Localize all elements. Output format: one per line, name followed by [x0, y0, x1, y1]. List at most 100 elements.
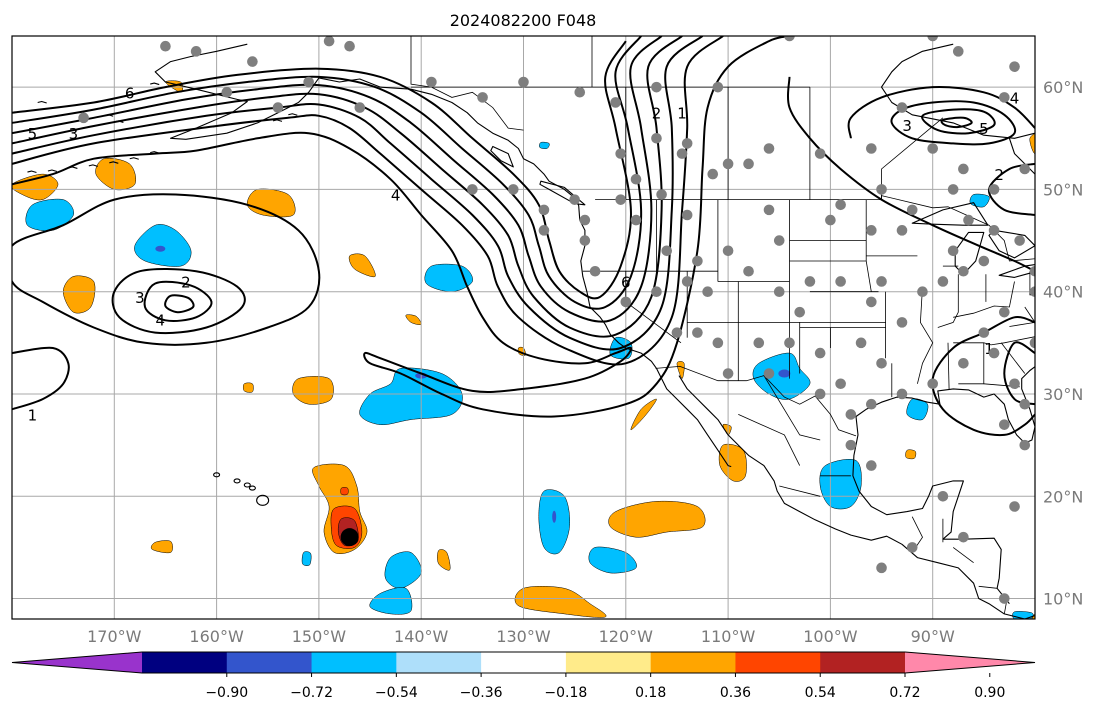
height-contour [12, 36, 663, 323]
contour-label-text: 3 [135, 289, 145, 307]
station-dot [1029, 337, 1035, 349]
station-dot [814, 347, 826, 359]
border-line [410, 36, 524, 131]
coastline-segment [678, 375, 1035, 619]
station-dot [814, 148, 826, 159]
border-line [655, 365, 857, 437]
height-contour [787, 76, 1035, 273]
station-dot [763, 368, 775, 379]
map-title: 2024082200 F048 [450, 11, 597, 30]
island [37, 100, 47, 104]
station-dot [773, 235, 785, 246]
contour-label-text: 2 [652, 105, 662, 123]
station-dot [958, 357, 969, 369]
contour-label-text: 6 [621, 273, 631, 291]
station-dot [722, 245, 734, 257]
island [47, 169, 58, 173]
station-dot [866, 460, 877, 471]
station-dot [999, 92, 1010, 103]
longitude-label: 170°W [87, 627, 142, 646]
colorbar-tick-label: 0.90 [974, 685, 1005, 701]
station-dot [927, 378, 938, 390]
latitude-label: 50°N [1043, 180, 1083, 199]
latitude-label: 30°N [1043, 385, 1083, 404]
height-contour [12, 36, 790, 418]
station-dot [743, 265, 754, 277]
coastline-segment [852, 416, 1010, 605]
station-dot [763, 143, 775, 154]
station-dot [651, 81, 662, 93]
border-line [937, 274, 959, 328]
station-dot [681, 138, 693, 149]
contour-label: 4 [156, 311, 166, 329]
longitude-label: 140°W [394, 627, 449, 646]
neg-anomaly-area [539, 141, 550, 150]
longitude-label: 160°W [189, 627, 244, 646]
coastline-segment [880, 43, 1035, 139]
station-markers [78, 36, 1035, 604]
station-dot [896, 317, 908, 328]
colorbar-tick-label: 0.72 [889, 685, 920, 701]
pos-anomaly-area [514, 586, 607, 618]
colorbar-segment [735, 652, 821, 673]
longitude-label: 120°W [599, 627, 654, 646]
contour-label-text: 3 [69, 125, 79, 143]
station-dot [906, 542, 918, 553]
neg-anomaly-area [424, 263, 473, 292]
station-dot [247, 56, 258, 67]
height-contour [921, 108, 996, 135]
station-dot [538, 225, 550, 236]
height-contour [940, 116, 973, 129]
longitude-label: 110°W [701, 627, 756, 646]
pos-anomaly-area [62, 275, 96, 314]
station-dot [866, 296, 877, 308]
hawaii-island [213, 472, 221, 478]
station-dot [988, 347, 1000, 359]
pos-anomaly-area [608, 500, 706, 538]
station-dot [876, 562, 887, 574]
contour-label-text: 1 [677, 105, 687, 123]
border-line [1003, 602, 1007, 614]
station-dot [272, 102, 284, 113]
colorbar-tick-label: −0.90 [205, 685, 248, 701]
station-dot [743, 158, 754, 170]
longitude-label: 90°W [911, 627, 955, 646]
station-dot [1029, 286, 1035, 298]
station-dot [937, 490, 949, 502]
colorbar-extend-min [12, 652, 142, 673]
longitude-label: 150°W [292, 627, 347, 646]
contour-label-text: 2 [181, 273, 191, 291]
contour-label-text: 3 [902, 117, 912, 135]
contour-label-text: 6 [125, 84, 135, 102]
border-line [953, 281, 1015, 318]
neg-anomaly-area [588, 546, 637, 574]
station-dot [620, 296, 632, 308]
pos-anomaly-area [242, 382, 254, 393]
border-line [1009, 306, 1035, 327]
station-dot [896, 102, 908, 113]
neg-anomaly-area [819, 459, 862, 510]
station-dot [784, 36, 795, 42]
latitude-label: 10°N [1043, 590, 1083, 609]
station-dot [722, 368, 734, 379]
station-dot [866, 225, 877, 236]
station-dot [917, 286, 928, 298]
station-dot [574, 86, 586, 98]
height-contour [12, 36, 643, 310]
station-dot [999, 306, 1010, 318]
contour-label: 5 [979, 120, 989, 138]
neg-anomaly-area [359, 367, 463, 426]
pos-anomaly-area [12, 173, 59, 201]
neg-anomaly-core [155, 245, 166, 252]
station-dot [963, 214, 974, 226]
station-dot [661, 245, 673, 257]
station-dot [999, 419, 1010, 430]
contour-label-text: 5 [28, 125, 38, 143]
station-dot [763, 204, 775, 216]
station-dot [692, 327, 703, 338]
colorbar-segment [226, 652, 313, 673]
pos-anomaly-area [630, 398, 657, 431]
contour-label: 4 [1010, 89, 1020, 107]
station-dot [323, 36, 335, 47]
station-dot [477, 92, 488, 103]
